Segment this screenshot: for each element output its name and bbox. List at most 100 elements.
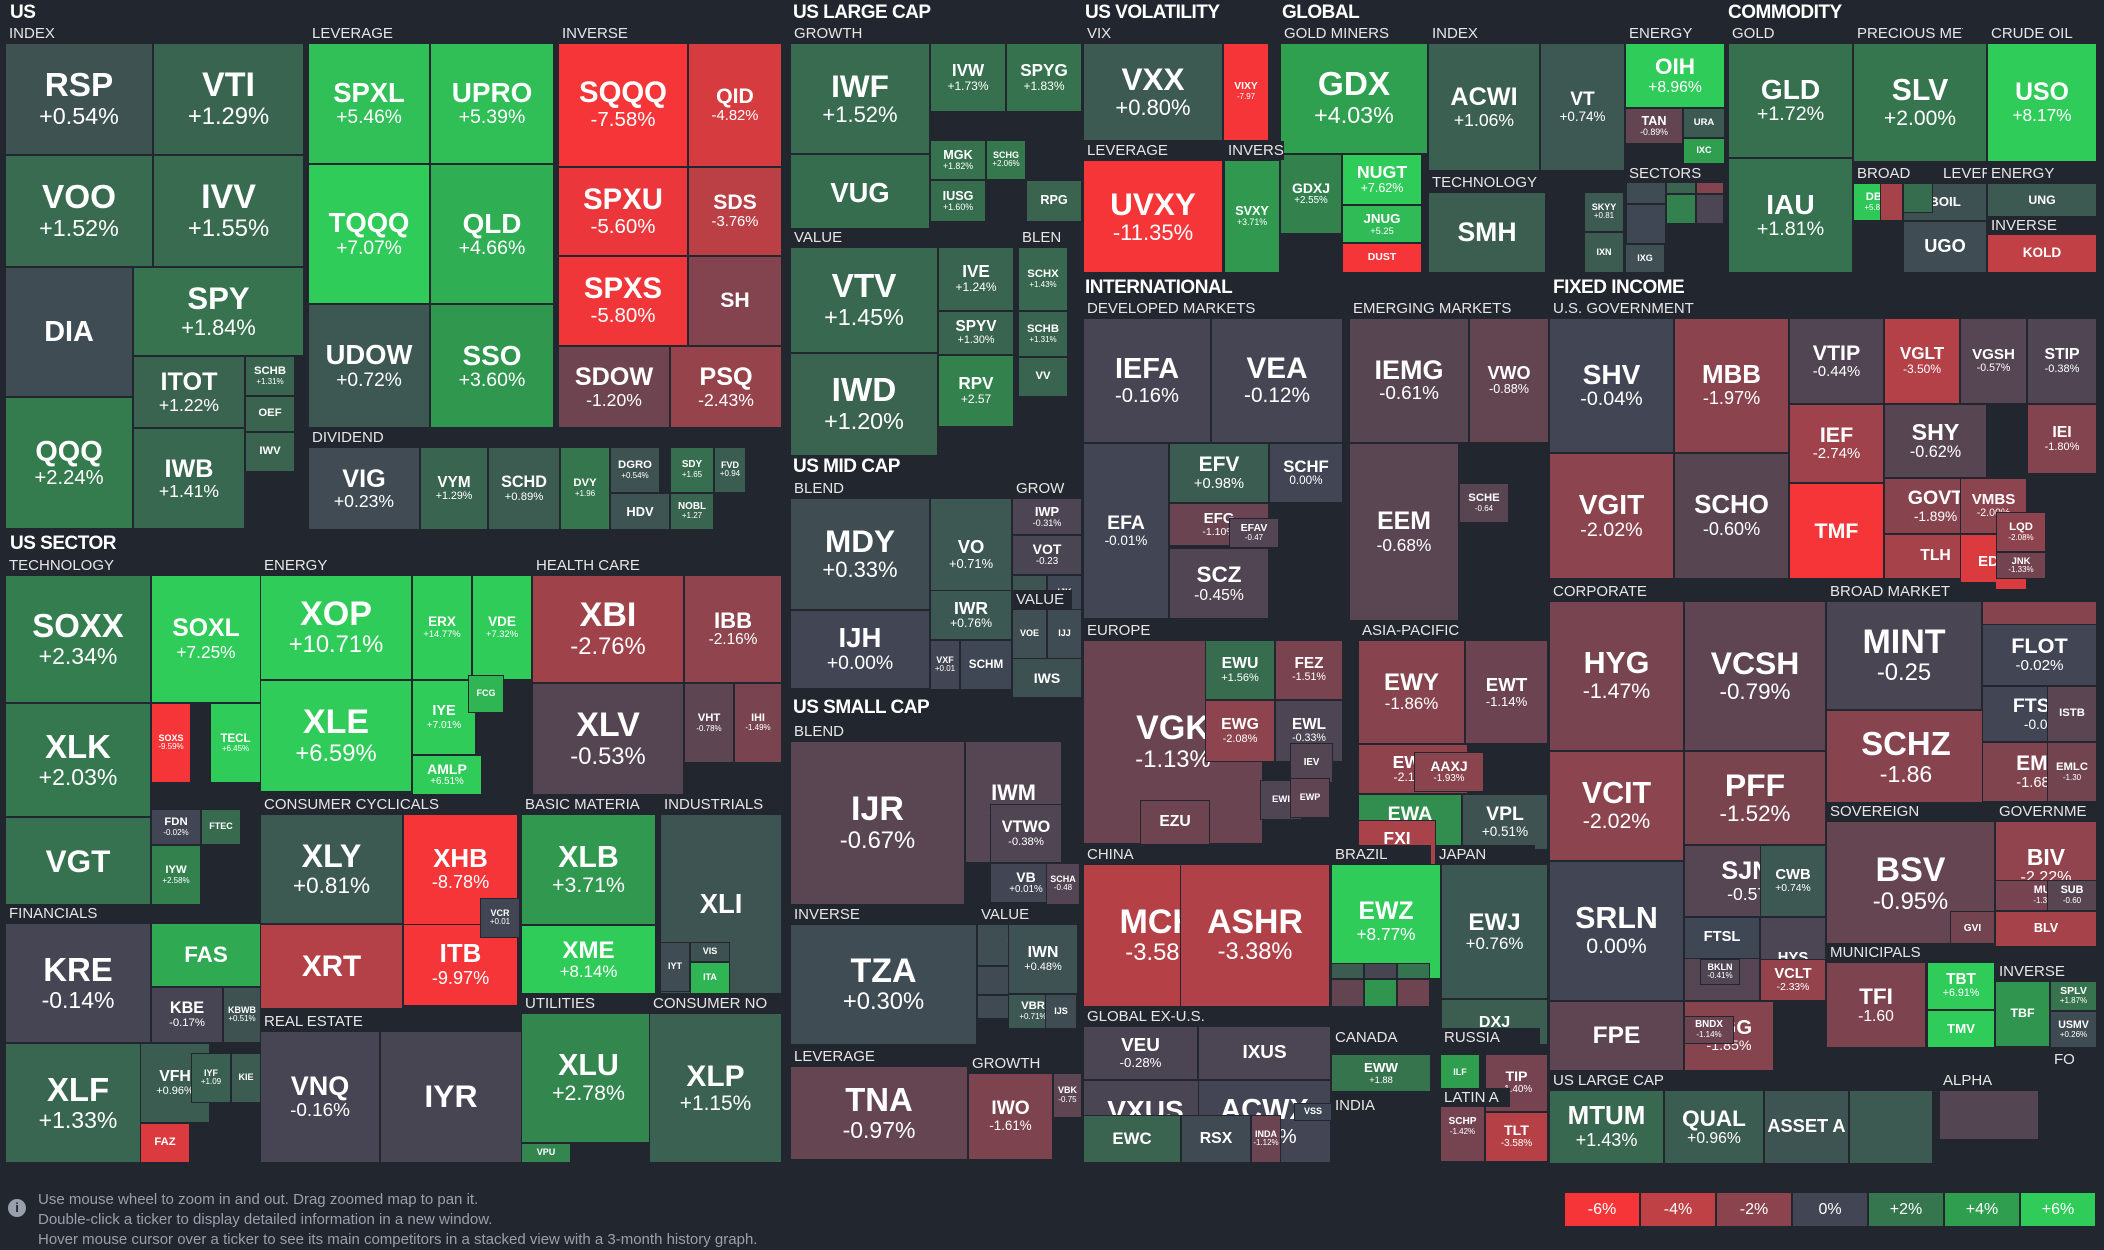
- ticker-tile-vbk[interactable]: VBK -0.75: [1053, 1073, 1082, 1118]
- ticker-tile-unlabeled[interactable]: [1364, 963, 1397, 979]
- ticker-tile-unlabeled[interactable]: [1939, 1090, 2039, 1140]
- ticker-tile-mint[interactable]: MINT -0.25: [1826, 601, 1982, 710]
- ticker-tile-cwb[interactable]: CWB +0.74%: [1760, 845, 1826, 917]
- ticker-tile-ung[interactable]: UNG: [1987, 183, 2097, 218]
- ticker-tile-mbb[interactable]: MBB -1.97%: [1674, 318, 1789, 453]
- ticker-tile-flot[interactable]: FLOT -0.02%: [1982, 624, 2097, 686]
- ticker-tile-iyr[interactable]: IYR: [380, 1031, 522, 1163]
- ticker-tile-vti[interactable]: VTI +1.29%: [153, 43, 304, 155]
- ticker-tile-aaxj[interactable]: AAXJ -1.93%: [1414, 752, 1484, 792]
- ticker-tile-vym[interactable]: VYM +1.29%: [420, 447, 488, 530]
- ticker-tile-vnq[interactable]: VNQ -0.16%: [260, 1031, 380, 1163]
- ticker-tile-iwo[interactable]: IWO -1.61%: [968, 1073, 1053, 1160]
- ticker-tile-sqqq[interactable]: SQQQ -7.58%: [558, 43, 688, 167]
- ticker-tile-upro[interactable]: UPRO +5.39%: [430, 43, 554, 164]
- ticker-tile-udow[interactable]: UDOW +0.72%: [308, 304, 430, 428]
- ticker-tile-soxl[interactable]: SOXL +7.25%: [151, 575, 261, 703]
- ticker-tile-unlabeled[interactable]: [1880, 183, 1903, 221]
- ticker-tile-eww[interactable]: EWW +1.88: [1331, 1054, 1431, 1092]
- ticker-tile-tmf[interactable]: TMF: [1789, 483, 1884, 579]
- ticker-tile-qid[interactable]: QID -4.82%: [688, 43, 782, 167]
- ticker-tile-efv[interactable]: EFV +0.98%: [1169, 443, 1269, 503]
- ticker-tile-tbf[interactable]: TBF: [1995, 981, 2050, 1047]
- ticker-tile-hyg[interactable]: HYG -1.47%: [1549, 601, 1684, 751]
- ticker-tile-ita[interactable]: ITA: [690, 962, 730, 994]
- ticker-tile-ixg[interactable]: IXG: [1625, 244, 1665, 273]
- ticker-tile-kbwb[interactable]: KBWB +0.51%: [223, 987, 261, 1043]
- ticker-tile-bndx[interactable]: BNDX -1.14%: [1684, 1016, 1734, 1044]
- ticker-tile-ixn[interactable]: IXN: [1584, 232, 1624, 273]
- ticker-tile-gvi[interactable]: GVI: [1950, 911, 1995, 947]
- ticker-tile-schb[interactable]: SCHB +1.31%: [1018, 311, 1068, 357]
- ticker-tile-sdow[interactable]: SDOW -1.20%: [558, 346, 670, 428]
- ticker-tile-vtv[interactable]: VTV +1.45%: [790, 247, 938, 353]
- ticker-tile-xlv[interactable]: XLV -0.53%: [532, 683, 684, 795]
- ticker-tile-ihi[interactable]: IHI -1.49%: [734, 683, 782, 763]
- ticker-tile-ezu[interactable]: EZU: [1140, 800, 1210, 845]
- ticker-tile-xlp[interactable]: XLP +1.15%: [649, 1013, 782, 1163]
- ticker-tile-ewu[interactable]: EWU +1.56%: [1205, 640, 1275, 700]
- ticker-tile-iws[interactable]: IWS: [1012, 658, 1082, 698]
- ticker-tile-vot[interactable]: VOT -0.23: [1012, 535, 1082, 575]
- ticker-tile-ivw[interactable]: IVW +1.73%: [930, 43, 1006, 112]
- ticker-tile-spxu[interactable]: SPXU -5.60%: [558, 167, 688, 256]
- ticker-tile-faz[interactable]: FAZ: [140, 1123, 190, 1163]
- ticker-tile-fpe[interactable]: FPE: [1549, 1001, 1684, 1071]
- ticker-tile-tecl[interactable]: TECL +6.45%: [210, 703, 261, 783]
- ticker-tile-gdxj[interactable]: GDXJ +2.55%: [1280, 154, 1342, 234]
- ticker-tile-oef[interactable]: OEF: [245, 396, 295, 432]
- ticker-tile-vug[interactable]: VUG: [790, 154, 930, 232]
- ticker-tile-vcsh[interactable]: VCSH -0.79%: [1684, 601, 1826, 751]
- ticker-tile-vgt[interactable]: VGT: [5, 817, 151, 907]
- ticker-tile-ief[interactable]: IEF -2.74%: [1789, 404, 1884, 483]
- ticker-tile-itot[interactable]: ITOT +1.22%: [133, 356, 245, 428]
- ticker-tile-bkln[interactable]: BKLN -0.41%: [1700, 959, 1740, 985]
- ticker-tile-shv[interactable]: SHV -0.04%: [1549, 318, 1674, 453]
- ticker-tile-unlabeled[interactable]: [1397, 979, 1430, 1007]
- ticker-tile-xme[interactable]: XME +8.14%: [521, 925, 656, 994]
- ticker-tile-schd[interactable]: SCHD +0.89%: [488, 447, 560, 530]
- ticker-tile-dia[interactable]: DIA: [5, 267, 133, 397]
- ticker-tile-inda[interactable]: INDA -1.12%: [1251, 1115, 1281, 1163]
- ticker-tile-unlabeled[interactable]: [1666, 194, 1696, 224]
- ticker-tile-nobl[interactable]: NOBL +1.27: [670, 493, 714, 530]
- ticker-tile-shy[interactable]: SHY -0.62%: [1884, 404, 1987, 478]
- ticker-tile-dust[interactable]: DUST: [1342, 243, 1422, 273]
- ticker-tile-unlabeled[interactable]: [1626, 204, 1666, 244]
- ticker-tile-ewc[interactable]: EWC: [1083, 1115, 1181, 1163]
- ticker-tile-rpv[interactable]: RPV +2.57: [938, 355, 1014, 427]
- ticker-tile-rsp[interactable]: RSP +0.54%: [5, 43, 153, 155]
- ticker-tile-ewg[interactable]: EWG -2.08%: [1205, 700, 1275, 762]
- ticker-tile-iwp[interactable]: IWP -0.31%: [1012, 498, 1082, 535]
- ticker-tile-vtip[interactable]: VTIP -0.44%: [1789, 318, 1884, 404]
- ticker-tile-spyg[interactable]: SPYG +1.83%: [1006, 43, 1082, 112]
- ticker-tile-srln[interactable]: SRLN 0.00%: [1549, 861, 1684, 1001]
- ticker-tile-xle[interactable]: XLE +6.59%: [260, 680, 412, 792]
- ticker-tile-vpu[interactable]: VPU: [521, 1143, 571, 1163]
- ticker-tile-iei[interactable]: IEI -1.80%: [2027, 404, 2097, 474]
- ticker-tile-xlk[interactable]: XLK +2.03%: [5, 703, 151, 817]
- ticker-tile-tbt[interactable]: TBT +6.91%: [1927, 962, 1995, 1010]
- ticker-tile-iemg[interactable]: IEMG -0.61%: [1349, 318, 1469, 443]
- ticker-tile-xlb[interactable]: XLB +3.71%: [521, 814, 656, 925]
- ticker-tile-iyw[interactable]: IYW +2.58%: [151, 845, 201, 905]
- ticker-tile-svxy[interactable]: SVXY +3.71%: [1224, 160, 1280, 273]
- ticker-tile-blv[interactable]: BLV: [1995, 911, 2097, 947]
- ticker-tile-efa[interactable]: EFA -0.01%: [1083, 443, 1169, 619]
- ticker-tile-pff[interactable]: PFF -1.52%: [1684, 751, 1826, 845]
- ticker-tile-oih[interactable]: OIH +8.96%: [1625, 43, 1725, 108]
- ticker-tile-voe[interactable]: VOE: [1012, 609, 1047, 659]
- ticker-tile-erx[interactable]: ERX +14.77%: [412, 575, 472, 680]
- ticker-tile-sso[interactable]: SSO +3.60%: [430, 304, 554, 428]
- ticker-tile-schb[interactable]: SCHB +1.31%: [245, 356, 295, 396]
- ticker-tile-nugt[interactable]: NUGT +7.62%: [1342, 154, 1422, 205]
- ticker-tile-kold[interactable]: KOLD: [1987, 234, 2097, 273]
- ticker-tile-ewj[interactable]: EWJ +0.76%: [1441, 864, 1548, 999]
- ticker-tile-jnk[interactable]: JNK -1.33%: [1996, 552, 2046, 579]
- ticker-tile-ibb[interactable]: IBB -2.16%: [684, 575, 782, 683]
- ticker-tile-scz[interactable]: SCZ -0.45%: [1169, 548, 1269, 619]
- ticker-tile-xlf[interactable]: XLF +1.33%: [5, 1043, 151, 1163]
- ticker-tile-vcr[interactable]: VCR +0.01: [480, 898, 520, 938]
- ticker-tile-soxx[interactable]: SOXX +2.34%: [5, 575, 151, 703]
- ticker-tile-rsx[interactable]: RSX: [1181, 1115, 1251, 1163]
